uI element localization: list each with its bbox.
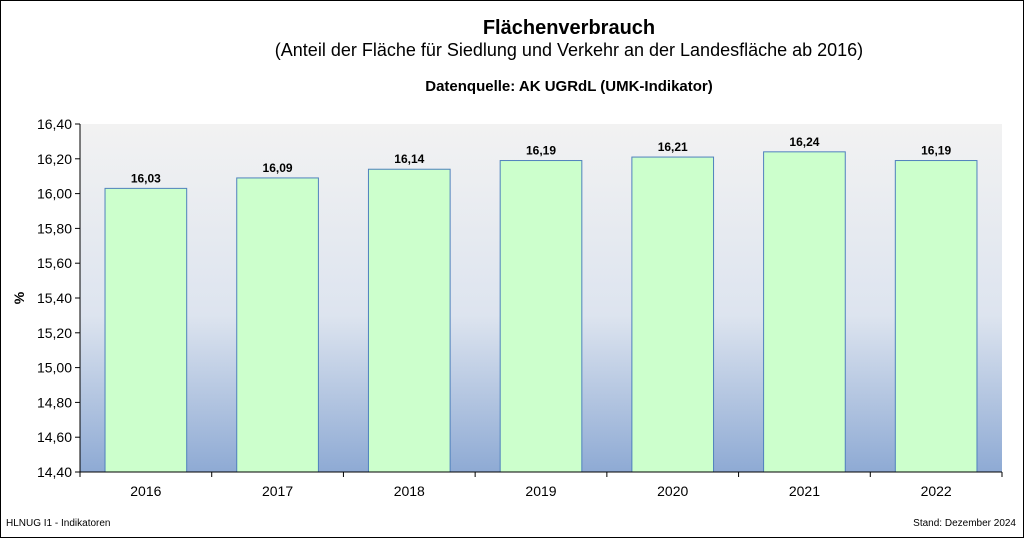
data-label-2018: 16,14 <box>394 152 424 166</box>
x-tick-label-2016: 2016 <box>130 483 161 499</box>
bar-2017 <box>236 177 319 473</box>
x-tick-label-2021: 2021 <box>789 483 820 499</box>
y-tick-label: 15,20 <box>37 325 72 341</box>
y-tick-label: 15,00 <box>37 360 72 376</box>
y-tick-label: 14,80 <box>37 394 72 410</box>
bar-2016 <box>104 187 188 473</box>
data-source: Datenquelle: AK UGRdL (UMK-Indikator) <box>425 78 713 95</box>
chart-title: Flächenverbrauch <box>482 17 656 39</box>
y-tick-label: 16,00 <box>37 186 72 202</box>
y-tick-label: 16,20 <box>37 151 72 167</box>
chart-subtitle: (Anteil der Fläche für Siedlung und Verk… <box>274 40 864 60</box>
data-label-2020: 16,21 <box>658 140 688 154</box>
x-tick-label-2019: 2019 <box>525 483 556 499</box>
bar-2019 <box>499 160 583 473</box>
data-label-2021: 16,24 <box>789 135 819 149</box>
bar-2020 <box>631 156 715 473</box>
y-axis-label: % <box>11 291 27 304</box>
bar-2021 <box>763 151 846 473</box>
data-label-2019: 16,19 <box>526 144 556 158</box>
bar-2018 <box>367 168 451 473</box>
footer-left: HLNUG I1 - Indikatoren <box>6 518 111 529</box>
y-tick-label: 14,60 <box>37 429 72 445</box>
x-tick-label-2018: 2018 <box>394 483 425 499</box>
data-label-2022: 16,19 <box>921 144 951 158</box>
data-label-2017: 16,09 <box>263 161 293 175</box>
data-label-2016: 16,03 <box>131 171 161 185</box>
y-tick-label: 15,60 <box>37 255 72 271</box>
x-tick-label-2022: 2022 <box>921 483 952 499</box>
x-tick-label-2017: 2017 <box>262 483 293 499</box>
y-tick-label: 15,40 <box>37 290 72 306</box>
bar-2022 <box>894 160 978 473</box>
y-tick-label: 14,40 <box>37 464 72 480</box>
x-tick-label-2020: 2020 <box>657 483 688 499</box>
footer-right: Stand: Dezember 2024 <box>913 518 1016 529</box>
y-tick-label: 15,80 <box>37 220 72 236</box>
y-tick-label: 16,40 <box>37 116 72 132</box>
